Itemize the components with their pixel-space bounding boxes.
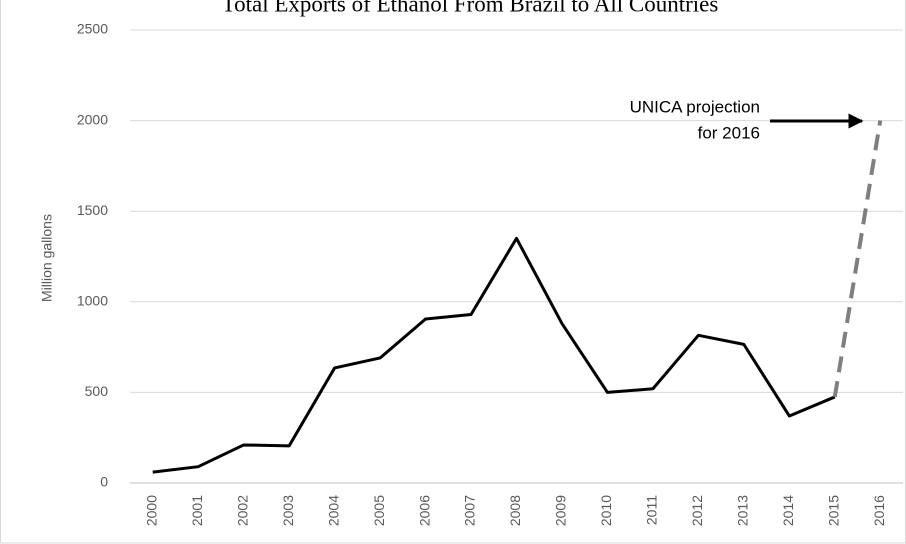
- x-tick-label: 2014: [780, 495, 796, 526]
- y-tick-label: 0: [100, 474, 108, 490]
- x-tick-label: 2012: [689, 495, 705, 526]
- x-tick-label: 2001: [189, 495, 205, 526]
- y-tick-label: 2500: [77, 21, 108, 37]
- x-tick-label: 2016: [871, 495, 887, 526]
- y-axis-label: Million gallons: [39, 214, 55, 302]
- y-tick-label: 1500: [77, 202, 108, 218]
- x-tick-label: 2004: [325, 495, 341, 526]
- x-tick-label: 2002: [234, 495, 250, 526]
- y-tick-label: 1000: [77, 293, 108, 309]
- chart-title: Total Exports of Ethanol From Brazil to …: [222, 0, 719, 16]
- line-series: [152, 236, 836, 474]
- annotation: UNICA projection: [630, 97, 760, 116]
- y-tick-label: 2000: [77, 111, 108, 127]
- x-tick-label: 2013: [735, 495, 751, 526]
- y-tick-label: 500: [85, 383, 109, 399]
- x-tick-label: 2003: [280, 495, 296, 526]
- x-tick-label: 2015: [825, 495, 841, 526]
- x-tick-label: 2005: [371, 495, 387, 526]
- x-tick-label: 2010: [598, 495, 614, 526]
- x-tick-label: 2009: [553, 495, 569, 526]
- x-tick-label: 2007: [462, 495, 478, 526]
- x-tick-label: 2000: [143, 495, 159, 526]
- x-tick-label: 2006: [416, 495, 432, 526]
- x-tick-label: 2011: [644, 495, 660, 525]
- line-series: [832, 120, 883, 398]
- x-tick-label: 2008: [507, 495, 523, 526]
- annotation: for 2016: [698, 123, 760, 142]
